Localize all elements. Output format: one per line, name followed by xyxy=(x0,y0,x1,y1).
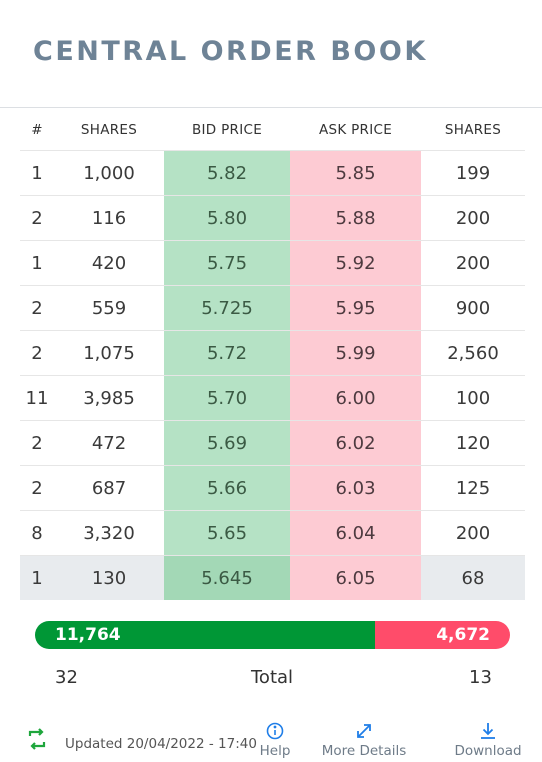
table-row: 2 687 5.66 6.03 125 xyxy=(20,466,525,511)
table-row: 2 1,075 5.72 5.99 2,560 xyxy=(20,331,525,376)
ask-price-cell: 6.00 xyxy=(290,376,421,421)
bid-shares-cell: 116 xyxy=(54,196,164,241)
column-header-number: # xyxy=(20,110,54,151)
help-label: Help xyxy=(260,743,291,759)
bid-shares-cell: 3,985 xyxy=(54,376,164,421)
table-row: 1 420 5.75 5.92 200 xyxy=(20,241,525,286)
ask-price-cell: 6.04 xyxy=(290,511,421,556)
ask-price-cell: 6.03 xyxy=(290,466,421,511)
order-count-cell: 1 xyxy=(20,241,54,286)
table-row: 1 1,000 5.82 5.85 199 xyxy=(20,151,525,196)
order-count-cell: 2 xyxy=(20,421,54,466)
column-header-ask-price: ASK PRICE xyxy=(290,110,421,151)
download-icon xyxy=(479,722,497,740)
bid-price-cell: 5.65 xyxy=(164,511,290,556)
order-count-cell: 1 xyxy=(20,556,54,601)
ask-volume-bar: 4,672 xyxy=(375,621,510,649)
footer: Updated 20/04/2022 - 17:40 Help More Det… xyxy=(0,720,542,762)
header-row: # SHARES BID PRICE ASK PRICE SHARES xyxy=(20,110,525,151)
bid-price-cell: 5.725 xyxy=(164,286,290,331)
table-row: 8 3,320 5.65 6.04 200 xyxy=(20,511,525,556)
order-count-cell: 8 xyxy=(20,511,54,556)
ask-shares-cell: 68 xyxy=(421,556,525,601)
ask-price-cell: 5.88 xyxy=(290,196,421,241)
ask-shares-cell: 2,560 xyxy=(421,331,525,376)
bid-shares-cell: 130 xyxy=(54,556,164,601)
download-label: Download xyxy=(454,743,521,759)
table-row: 2 116 5.80 5.88 200 xyxy=(20,196,525,241)
expand-icon xyxy=(355,722,373,740)
bid-price-cell: 5.66 xyxy=(164,466,290,511)
total-label: Total xyxy=(251,667,293,688)
ask-shares-cell: 900 xyxy=(421,286,525,331)
divider xyxy=(0,107,542,108)
order-count-cell: 2 xyxy=(20,196,54,241)
volume-bar: 11,764 4,672 xyxy=(35,621,510,649)
column-header-ask-shares: SHARES xyxy=(421,110,525,151)
bid-shares-cell: 1,075 xyxy=(54,331,164,376)
page-title: CENTRAL ORDER BOOK xyxy=(33,36,428,67)
bid-shares-cell: 420 xyxy=(54,241,164,286)
ask-price-cell: 5.99 xyxy=(290,331,421,376)
refresh-icon[interactable] xyxy=(26,728,48,750)
column-header-bid-shares: SHARES xyxy=(54,110,164,151)
table-row: 2 559 5.725 5.95 900 xyxy=(20,286,525,331)
bid-price-cell: 5.72 xyxy=(164,331,290,376)
info-icon xyxy=(266,722,284,740)
ask-shares-cell: 200 xyxy=(421,241,525,286)
table-row: 2 472 5.69 6.02 120 xyxy=(20,421,525,466)
table-row: 11 3,985 5.70 6.00 100 xyxy=(20,376,525,421)
ask-shares-cell: 100 xyxy=(421,376,525,421)
bid-shares-cell: 3,320 xyxy=(54,511,164,556)
ask-shares-cell: 199 xyxy=(421,151,525,196)
bid-price-cell: 5.645 xyxy=(164,556,290,601)
bid-shares-cell: 1,000 xyxy=(54,151,164,196)
order-count-cell: 2 xyxy=(20,286,54,331)
bid-shares-cell: 559 xyxy=(54,286,164,331)
order-count-cell: 11 xyxy=(20,376,54,421)
bid-shares-cell: 472 xyxy=(54,421,164,466)
help-button[interactable]: Help xyxy=(256,722,294,759)
order-count-cell: 1 xyxy=(20,151,54,196)
bid-price-cell: 5.80 xyxy=(164,196,290,241)
column-header-bid-price: BID PRICE xyxy=(164,110,290,151)
bid-shares-cell: 687 xyxy=(54,466,164,511)
more-details-label: More Details xyxy=(322,743,407,759)
bid-orders-total: 32 xyxy=(55,667,78,688)
bid-price-cell: 5.75 xyxy=(164,241,290,286)
ask-price-cell: 6.02 xyxy=(290,421,421,466)
order-count-cell: 2 xyxy=(20,466,54,511)
bid-volume-bar: 11,764 xyxy=(35,621,375,649)
more-details-button[interactable]: More Details xyxy=(320,722,408,759)
download-button[interactable]: Download xyxy=(450,722,526,759)
ask-shares-cell: 200 xyxy=(421,511,525,556)
ask-price-cell: 5.85 xyxy=(290,151,421,196)
ask-price-cell: 6.05 xyxy=(290,556,421,601)
order-count-cell: 2 xyxy=(20,331,54,376)
ask-shares-cell: 125 xyxy=(421,466,525,511)
ask-shares-cell: 120 xyxy=(421,421,525,466)
ask-shares-cell: 200 xyxy=(421,196,525,241)
bid-price-cell: 5.69 xyxy=(164,421,290,466)
bid-price-cell: 5.70 xyxy=(164,376,290,421)
order-book-table: # SHARES BID PRICE ASK PRICE SHARES 1 1,0… xyxy=(20,110,525,600)
ask-orders-total: 13 xyxy=(469,667,492,688)
bid-price-cell: 5.82 xyxy=(164,151,290,196)
ask-price-cell: 5.95 xyxy=(290,286,421,331)
table-row: 1 130 5.645 6.05 68 xyxy=(20,556,525,601)
last-updated-text: Updated 20/04/2022 - 17:40 xyxy=(65,736,257,752)
ask-price-cell: 5.92 xyxy=(290,241,421,286)
